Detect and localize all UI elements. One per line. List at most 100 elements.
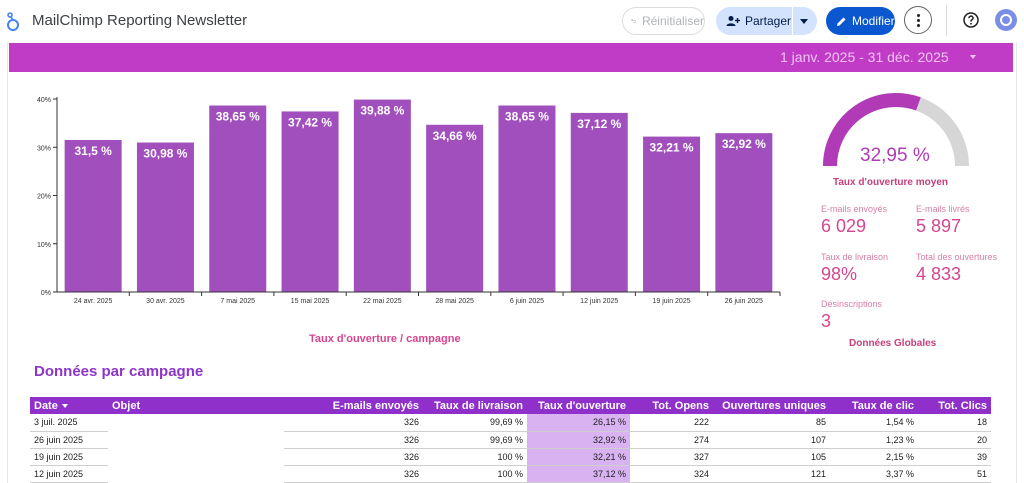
cell-unique-opens: 121 — [713, 465, 830, 483]
undo-icon — [631, 18, 636, 23]
cell-click-rate: 2,15 % — [830, 448, 918, 466]
kpi-label: E-mails livrés — [916, 204, 970, 214]
y-tick-label: 10% — [37, 242, 51, 249]
bar-data-label: 32,92 % — [722, 137, 766, 151]
cell-open-rate: 32,92 % — [527, 431, 630, 449]
cell-subject — [108, 431, 284, 449]
col-header-delivery-rate[interactable]: Taux de livraison — [423, 397, 527, 414]
chart-bar[interactable] — [426, 124, 484, 292]
col-header-total-clicks[interactable]: Tot. Clics — [918, 397, 991, 414]
cell-subject — [108, 448, 284, 466]
cell-unique-opens: 107 — [713, 431, 830, 449]
date-range-caret-icon[interactable] — [970, 55, 976, 59]
cell-delivery-rate: 99,69 % — [423, 414, 527, 432]
kpi-value: 5 897 — [916, 216, 962, 236]
edit-label: Modifier — [852, 14, 895, 28]
y-tick-label: 0% — [41, 290, 51, 297]
table-row[interactable]: 12 juin 2025 326 100 % 37,12 % 324 121 3… — [30, 465, 991, 483]
sort-desc-icon[interactable] — [61, 403, 68, 408]
avatar[interactable] — [995, 9, 1017, 31]
col-header-subject[interactable]: Objet — [108, 397, 284, 414]
kpi-value: 6 029 — [821, 216, 867, 236]
share-button[interactable]: Partager — [716, 7, 817, 35]
kpi-unsubscribes: Désinscriptions 3 — [821, 299, 882, 332]
x-axis: 24 avr. 2025 30 avr. 2025 7 mai 2025 15 mai… — [57, 291, 781, 305]
more-vert-icon — [916, 13, 920, 27]
bar-data-label: 34,66 % — [433, 129, 477, 143]
kpi-emails-sent: E-mails envoyés 6 029 — [821, 204, 887, 237]
cell-delivery-rate: 99,69 % — [423, 431, 527, 449]
date-range-control[interactable]: 1 janv. 2025 - 31 déc. 2025 — [780, 49, 949, 65]
chart-bar[interactable] — [643, 136, 701, 292]
cell-subject — [108, 414, 284, 432]
col-header-unique-opens[interactable]: Ouvertures uniques — [713, 397, 830, 414]
date-range-bar[interactable] — [9, 43, 1013, 72]
table-row[interactable]: 3 juil. 2025 326 99,69 % 26,15 % 222 85 … — [30, 414, 991, 432]
col-header-click-rate[interactable]: Taux de clic — [830, 397, 918, 414]
x-tick-label: 12 juin 2025 — [580, 298, 618, 305]
x-tick-label: 15 mai 2025 — [291, 298, 330, 305]
cell-total-opens: 324 — [630, 465, 713, 483]
chart-bar[interactable] — [715, 133, 773, 292]
x-tick-label: 24 avr. 2025 — [74, 298, 113, 305]
chart-bar[interactable] — [353, 99, 411, 292]
kpi-value: 98% — [821, 264, 858, 284]
chart-bar[interactable] — [209, 105, 267, 292]
col-header-emails-sent[interactable]: E-mails envoyés — [284, 397, 423, 414]
chart-bar[interactable] — [570, 112, 628, 293]
kpi-label: Désinscriptions — [821, 299, 883, 309]
gauge-label: Taux d'ouverture moyen — [833, 177, 948, 188]
more-options-button[interactable] — [904, 6, 932, 34]
cell-total-opens: 274 — [630, 431, 713, 449]
cell-emails-sent: 326 — [284, 431, 423, 449]
cell-click-rate: 1,23 % — [830, 431, 918, 449]
kpi-emails-delivered: E-mails livrés 5 897 — [916, 204, 970, 237]
x-tick-label: 7 mai 2025 — [220, 298, 255, 305]
x-tick-label: 22 mai 2025 — [363, 298, 402, 305]
cell-open-rate: 32,21 % — [527, 448, 630, 466]
chart-bar[interactable] — [136, 142, 194, 292]
reset-button[interactable]: Réinitialiser — [622, 7, 705, 35]
kpi-value: 3 — [821, 311, 832, 331]
y-tick-label: 40% — [37, 97, 51, 104]
gauge-fill — [823, 93, 921, 167]
help-icon[interactable] — [963, 12, 979, 28]
bar-data-label: 38,65 % — [216, 110, 260, 124]
cell-open-rate: 26,15 % — [527, 414, 630, 432]
col-header-label: Date — [34, 399, 58, 412]
open-rate-bar-chart: 0% 10% 20% 30% 40% 31,5 % 30,98 % 38,65 % 37,42… — [37, 97, 781, 305]
bar-data-label: 38,65 % — [505, 110, 549, 124]
cell-emails-sent: 326 — [284, 414, 423, 432]
cell-unique-opens: 85 — [713, 414, 830, 432]
col-header-total-opens[interactable]: Tot. Opens — [630, 397, 713, 414]
pencil-icon — [837, 17, 846, 26]
table-row[interactable]: 19 juin 2025 326 100 % 32,21 % 327 105 2… — [30, 448, 991, 466]
kpi-total-opens: Total des ouvertures 4 833 — [916, 252, 997, 285]
x-tick-label: 6 juin 2025 — [510, 298, 544, 305]
col-header-date[interactable]: Date — [30, 397, 108, 414]
col-header-open-rate[interactable]: Taux d'ouverture — [527, 397, 630, 414]
bar-data-label: 37,42 % — [288, 115, 332, 129]
kpi-label: Taux de livraison — [821, 252, 889, 262]
cell-total-clicks: 18 — [918, 414, 991, 432]
chart-bars: 31,5 % 30,98 % 38,65 % 37,42 % 39,88 % 34,66 … — [64, 99, 773, 293]
chart-bar[interactable] — [498, 105, 556, 292]
report-title[interactable]: MailChimp Reporting Newsletter — [32, 12, 248, 29]
cell-subject — [108, 465, 284, 483]
bar-data-label: 37,12 % — [577, 117, 621, 131]
table-row[interactable]: 26 juin 2025 326 99,69 % 32,92 % 274 107… — [30, 431, 991, 449]
cell-emails-sent: 326 — [284, 465, 423, 483]
kpi-delivery-rate: Taux de livraison 98% — [821, 252, 888, 285]
average-open-rate-gauge — [823, 93, 969, 167]
chart-bar[interactable] — [281, 111, 339, 292]
logo-icon[interactable] — [6, 11, 20, 31]
cell-date: 3 juil. 2025 — [30, 414, 108, 432]
gauge-value: 32,95 % — [860, 145, 930, 166]
top-app-bar: MailChimp Reporting Newsletter Réinitial… — [0, 0, 1024, 42]
cell-unique-opens: 105 — [713, 448, 830, 466]
dropdown-icon[interactable] — [800, 19, 808, 24]
chart-bar[interactable] — [64, 140, 122, 292]
edit-button[interactable]: Modifier — [826, 7, 895, 35]
chart-caption: Taux d'ouverture / campagne — [309, 333, 461, 345]
campaign-table: Date Objet E-mails envoyés Taux de livra… — [30, 397, 991, 483]
